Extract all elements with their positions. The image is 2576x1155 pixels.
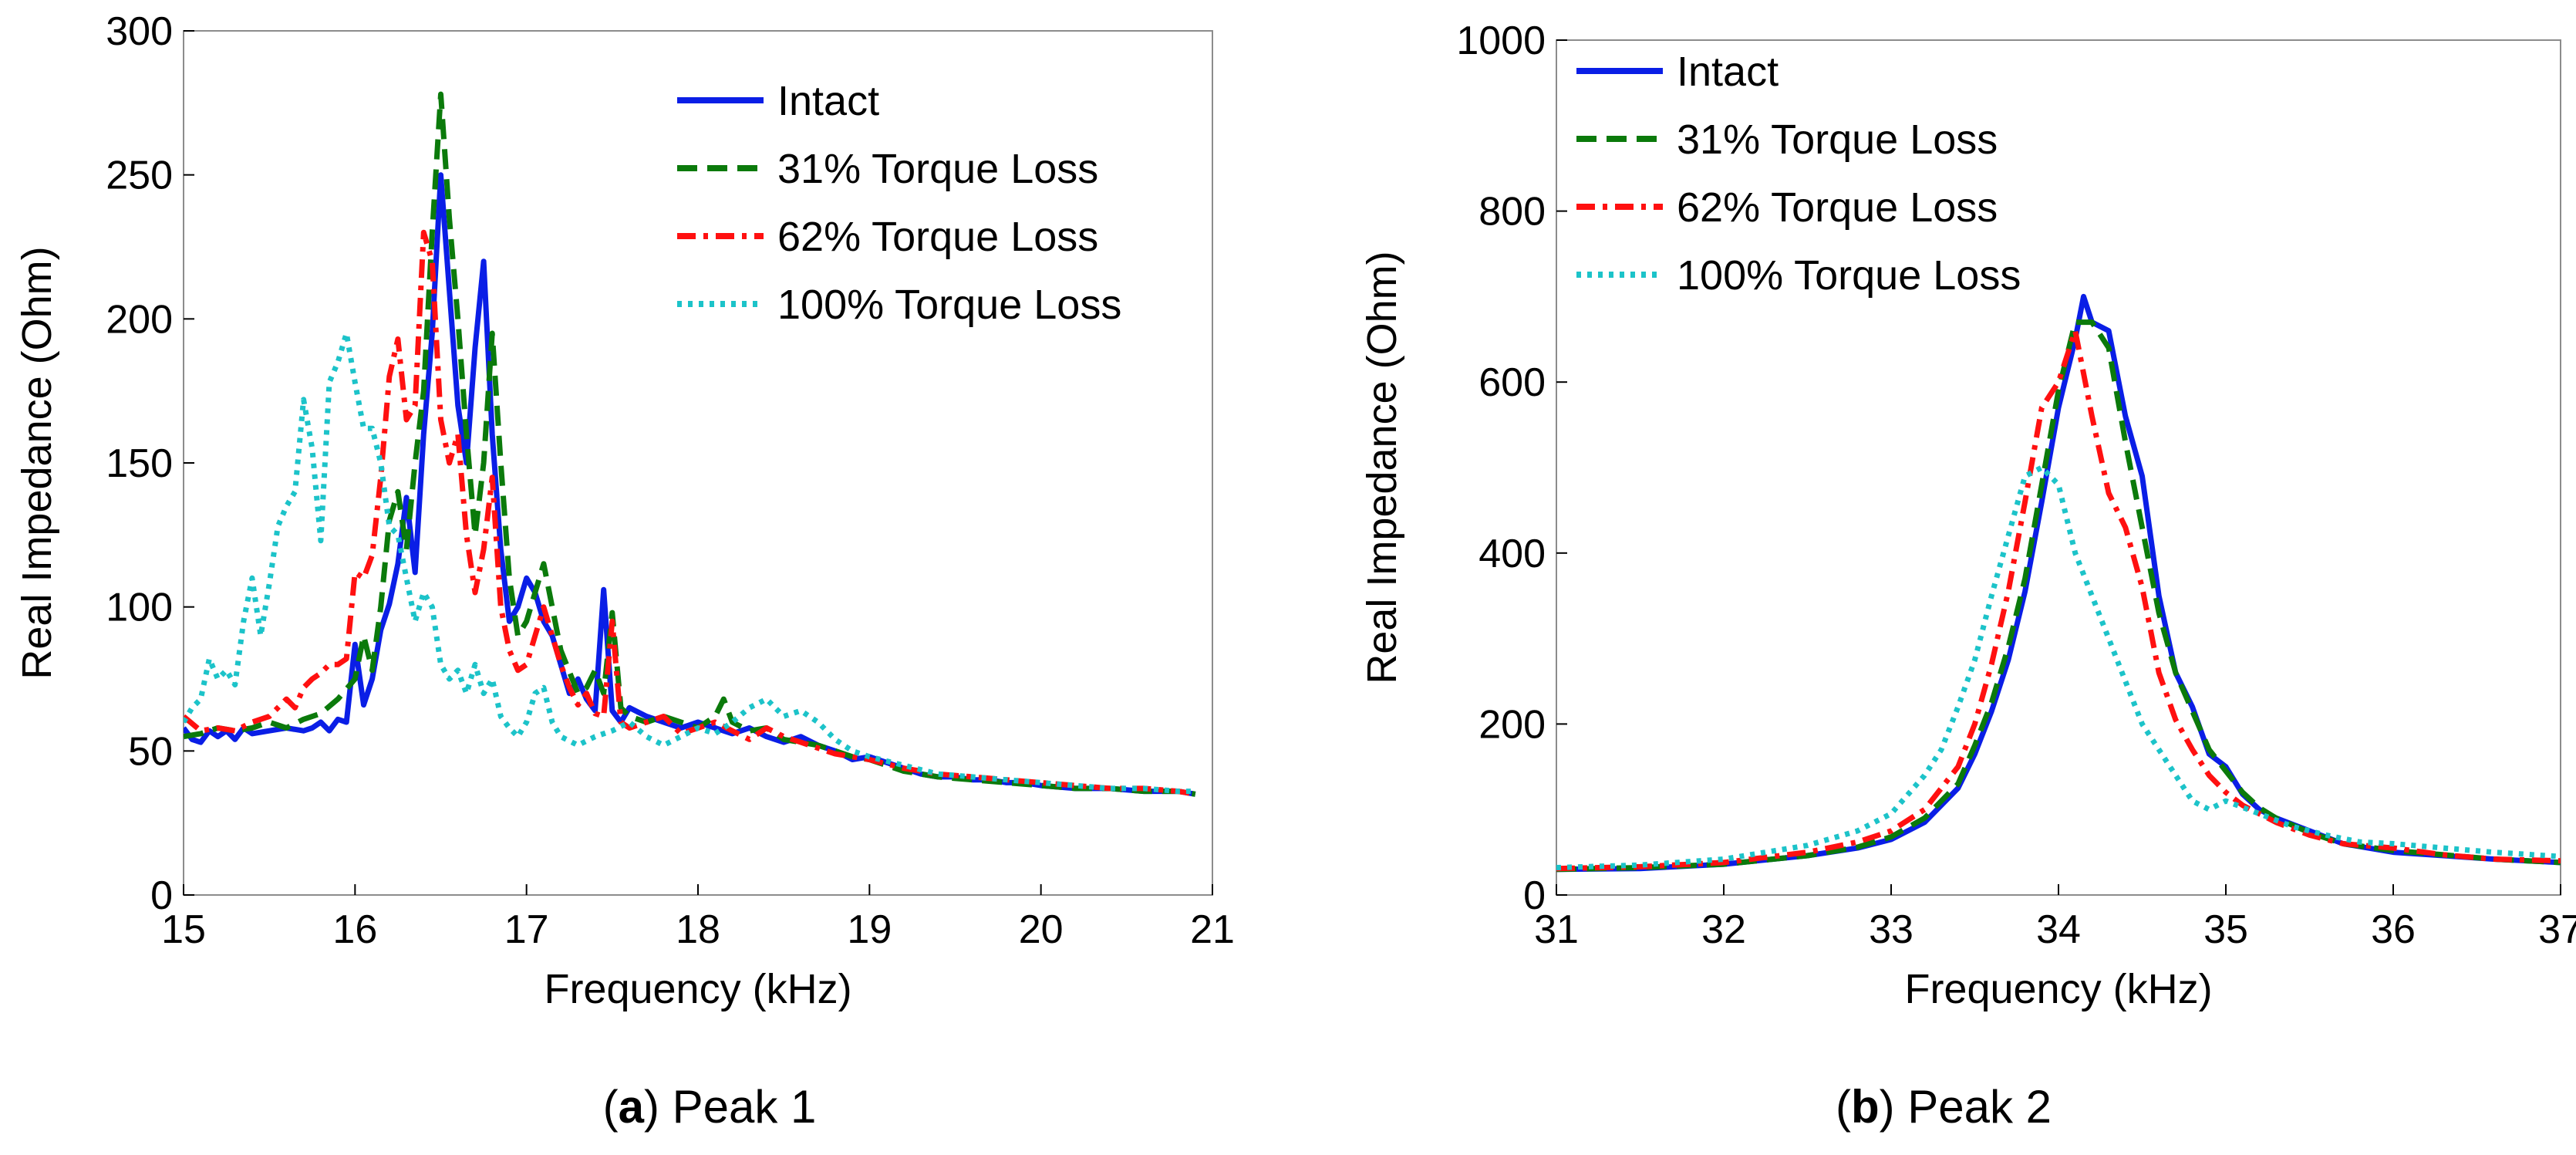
x-tick-label: 36: [2371, 907, 2416, 952]
y-tick-label: 200: [1479, 702, 1546, 747]
y-tick-label: 300: [106, 9, 173, 54]
y-tick-label: 50: [128, 729, 173, 774]
caption-paren-open: (: [1836, 1081, 1851, 1133]
x-tick-label: 35: [2203, 907, 2248, 952]
series-line-tl62: [184, 229, 1196, 797]
plot-frame: [183, 30, 1213, 896]
series-line-tl62: [1556, 328, 2561, 872]
caption-paren-close: ): [644, 1081, 673, 1133]
caption-text: Peak 1: [673, 1081, 817, 1133]
legend-label-intact: Intact: [1677, 49, 1779, 95]
legend-label-tl62: 62% Torque Loss: [1677, 184, 1998, 231]
x-axis-label: Frequency (kHz): [544, 966, 851, 1012]
y-axis-label: Real Impedance (Ohm): [1359, 251, 1405, 684]
subfigure-caption: (a) Peak 1: [603, 1081, 817, 1133]
x-tick-label: 21: [1190, 907, 1235, 952]
plot-frame: [1556, 39, 2561, 896]
y-tick-label: 150: [106, 441, 173, 486]
legend-label-tl100: 100% Torque Loss: [777, 282, 1121, 328]
legend-label-tl62: 62% Torque Loss: [777, 214, 1098, 260]
series-group: [184, 91, 1196, 797]
y-tick-label: 100: [106, 586, 173, 630]
legend-label-intact: Intact: [777, 78, 879, 124]
x-tick-label: 34: [2036, 907, 2081, 952]
y-axis-label: Real Impedance (Ohm): [14, 246, 60, 679]
y-tick-label: 600: [1479, 360, 1546, 405]
chart-a: 15 16 17 18 19 20 21 0 50 100 150 200 250 300 Frequenc…: [14, 9, 1235, 1133]
caption-letter: b: [1851, 1081, 1880, 1133]
caption-paren-close: ): [1880, 1081, 1908, 1133]
y-tick-label: 200: [106, 297, 173, 342]
y-tick-label: 0: [1523, 873, 1546, 918]
subfigure-caption: (b) Peak 2: [1836, 1081, 2052, 1133]
caption-text: Peak 2: [1907, 1081, 2052, 1133]
x-tick-label: 18: [676, 907, 720, 952]
y-tick-label: 800: [1479, 190, 1546, 235]
x-tick-label: 31: [1534, 907, 1579, 952]
x-axis-label: Frequency (kHz): [1904, 966, 2212, 1012]
chart-b: 31 32 33 34 35 36 37 0 200 400 600 800 1000 Frequency…: [1359, 19, 2576, 1133]
x-tick-label: 15: [161, 907, 206, 952]
caption-letter: a: [619, 1081, 645, 1133]
x-tick-label: 32: [1701, 907, 1746, 952]
x-tick-label: 37: [2538, 907, 2576, 952]
legend-label-tl31: 31% Torque Loss: [1677, 117, 1998, 163]
x-tick-label: 16: [332, 907, 377, 952]
caption-paren-open: (: [603, 1081, 619, 1133]
y-tick-label: 0: [150, 873, 173, 918]
series-group: [1556, 293, 2561, 873]
series-line-tl100: [1556, 464, 2561, 870]
legend: Intact 31% Torque Loss 62% Torque Loss 100%…: [1576, 49, 2021, 299]
legend-label-tl100: 100% Torque Loss: [1677, 252, 2021, 299]
x-tick-label: 17: [504, 907, 549, 952]
x-tick-label: 20: [1019, 907, 1064, 952]
legend-label-tl31: 31% Torque Loss: [777, 146, 1098, 192]
x-tick-label: 19: [847, 907, 892, 952]
y-tick-label: 250: [106, 154, 173, 198]
y-tick-label: 1000: [1456, 19, 1546, 63]
x-tick-label: 33: [1869, 907, 1913, 952]
legend: Intact 31% Torque Loss 62% Torque Loss 100%…: [677, 78, 1121, 328]
y-tick-label: 400: [1479, 532, 1546, 576]
